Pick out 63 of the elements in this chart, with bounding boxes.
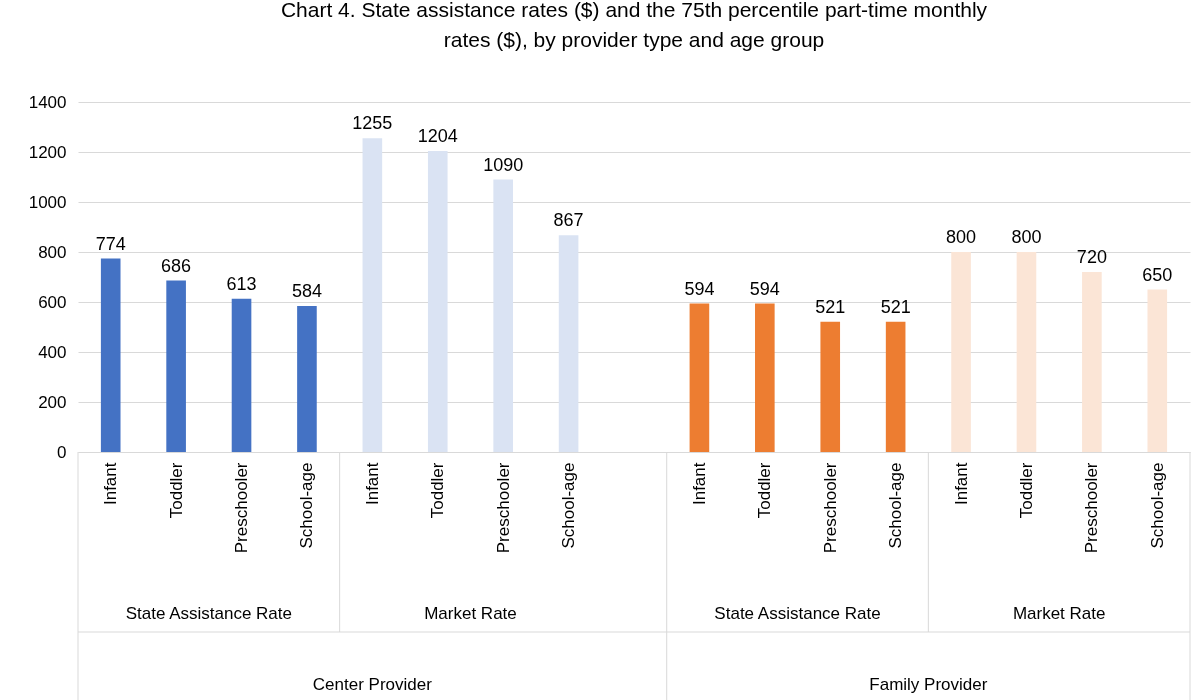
bar <box>755 303 775 452</box>
bar <box>493 179 513 452</box>
x-tick-label: School-age <box>886 462 906 549</box>
bar <box>362 138 383 452</box>
y-tick-label: 200 <box>38 392 67 412</box>
y-tick-label: 1400 <box>28 92 67 112</box>
x-tick-label: School-age <box>297 462 317 549</box>
data-label: 594 <box>749 278 780 299</box>
bar <box>1082 272 1102 452</box>
bar <box>558 235 579 452</box>
x-tick-label: Infant <box>362 462 382 506</box>
text: Market Rate <box>424 604 517 623</box>
x-tick-label: Toddler <box>755 462 775 519</box>
data-label: 686 <box>161 255 192 276</box>
bar <box>689 303 710 452</box>
text: Market Rate <box>1012 604 1106 623</box>
x-tick-label: Infant <box>689 462 709 506</box>
text: Family Provider <box>869 675 988 694</box>
data-label: 584 <box>291 281 322 301</box>
y-tick-label: 600 <box>38 292 67 312</box>
data-label: 800 <box>1011 227 1042 247</box>
data-label: 1204 <box>417 126 458 146</box>
data-label: 521 <box>815 296 846 317</box>
text: Center Provider <box>312 675 433 694</box>
x-tick-label: Toddler <box>166 462 186 519</box>
bar <box>951 252 971 452</box>
data-label: 774 <box>95 233 126 254</box>
text: State Assistance Rate <box>714 604 881 623</box>
bar <box>1147 289 1168 452</box>
y-tick-label: 1000 <box>28 192 67 212</box>
x-tick-label: Toddler <box>428 462 448 519</box>
x-tick-label: Preschooler <box>232 462 252 554</box>
y-tick-label: 800 <box>38 242 67 262</box>
bar <box>297 306 317 452</box>
y-tick-label: 400 <box>38 342 67 362</box>
data-label: 720 <box>1076 247 1107 267</box>
data-label: 521 <box>880 296 911 317</box>
data-label: 613 <box>226 273 257 294</box>
x-tick-label: Preschooler <box>820 462 840 554</box>
bar <box>231 298 252 452</box>
x-tick-label: School-age <box>1147 462 1167 549</box>
x-tick-label: Preschooler <box>493 462 513 554</box>
data-label: 867 <box>553 210 584 231</box>
bar <box>100 258 121 452</box>
data-label: 1255 <box>352 113 393 134</box>
y-tick-label: 0 <box>57 442 67 462</box>
bar <box>820 321 841 452</box>
y-tick-label: 1200 <box>28 142 67 162</box>
bar <box>427 151 448 452</box>
x-tick-label: Preschooler <box>1082 462 1102 554</box>
bar <box>1016 252 1037 452</box>
x-tick-label: School-age <box>559 462 579 549</box>
bar <box>885 321 906 452</box>
x-tick-label: Toddler <box>1016 462 1036 519</box>
bar <box>166 280 186 452</box>
data-label: 1090 <box>483 154 524 175</box>
data-label: 594 <box>684 278 715 299</box>
chart-title: Chart 4. State assistance rates ($) and the 75th percentile part-time monthly rates ($), by provider type and age group <box>280 0 988 51</box>
data-label: 800 <box>946 227 977 247</box>
data-label: 650 <box>1142 264 1173 285</box>
x-tick-label: Infant <box>951 462 971 506</box>
text: State Assistance Rate <box>125 604 292 623</box>
x-tick-label: Infant <box>101 462 121 506</box>
